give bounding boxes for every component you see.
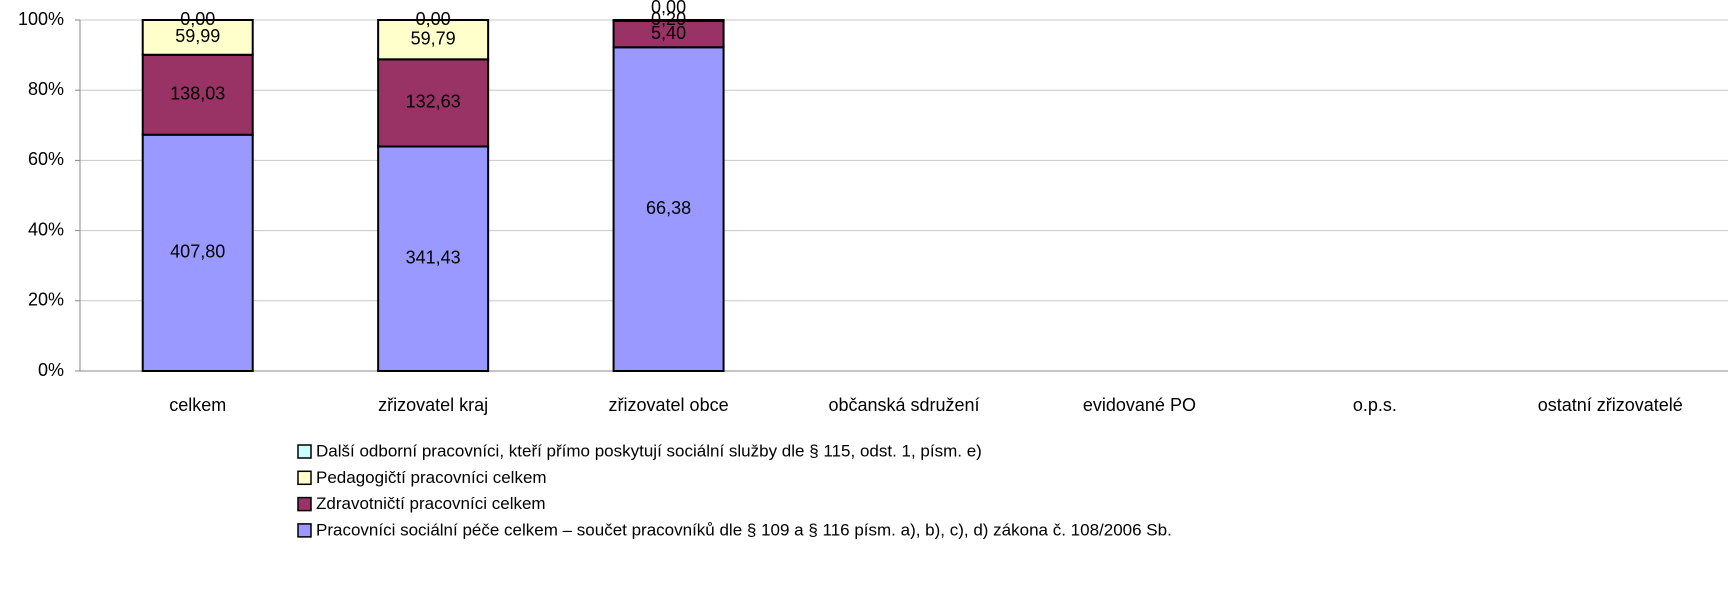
legend-swatch xyxy=(297,444,312,459)
x-tick-label: zřizovatel kraj xyxy=(378,395,488,415)
legend-label: Další odborní pracovníci, kteří přímo po… xyxy=(316,441,982,460)
data-label: 0,00 xyxy=(180,9,215,29)
data-label: 5,40 xyxy=(651,23,686,43)
y-tick-label: 20% xyxy=(28,290,64,310)
bar-segment xyxy=(141,133,254,372)
legend-label: Zdravotničtí pracovníci celkem xyxy=(316,494,546,513)
bar-segment xyxy=(377,58,490,148)
legend-swatch xyxy=(297,496,312,512)
data-label: 59,79 xyxy=(411,28,456,48)
y-tick-label: 80% xyxy=(28,79,64,99)
legend-swatch xyxy=(297,523,312,538)
y-tick-label: 100% xyxy=(18,9,64,29)
data-label: 0,00 xyxy=(651,0,686,17)
data-label: 138,03 xyxy=(170,83,225,103)
bar-segment xyxy=(612,19,725,22)
y-tick-label: 0% xyxy=(38,360,64,380)
y-tick-label: 40% xyxy=(28,219,64,239)
bar-segment xyxy=(141,19,254,56)
x-tick-label: zřizovatel obce xyxy=(609,395,729,415)
bar-segment xyxy=(377,145,490,372)
data-label: 0,00 xyxy=(416,9,451,29)
bar-segment xyxy=(612,19,725,49)
bar-segment xyxy=(612,46,725,372)
data-label: 407,80 xyxy=(170,242,225,262)
legend-label: Pracovníci sociální péče celkem – součet… xyxy=(316,520,1172,539)
x-tick-label: evidované PO xyxy=(1083,395,1196,415)
data-label: 0,20 xyxy=(651,9,686,29)
x-tick-label: ostatní zřizovatelé xyxy=(1538,395,1683,415)
data-label: 59,99 xyxy=(175,26,220,46)
data-label: 66,38 xyxy=(646,198,691,218)
bar-segment xyxy=(377,19,490,61)
x-tick-label: občanská sdružení xyxy=(828,395,979,415)
data-label: 132,63 xyxy=(406,92,461,112)
data-label: 341,43 xyxy=(406,248,461,268)
y-tick-label: 60% xyxy=(28,149,64,169)
legend-swatch xyxy=(297,470,312,486)
legend-label: Pedagogičtí pracovníci celkem xyxy=(316,468,547,487)
x-tick-label: celkem xyxy=(169,395,226,415)
x-tick-label: o.p.s. xyxy=(1353,395,1397,415)
bar-segment xyxy=(141,53,254,136)
